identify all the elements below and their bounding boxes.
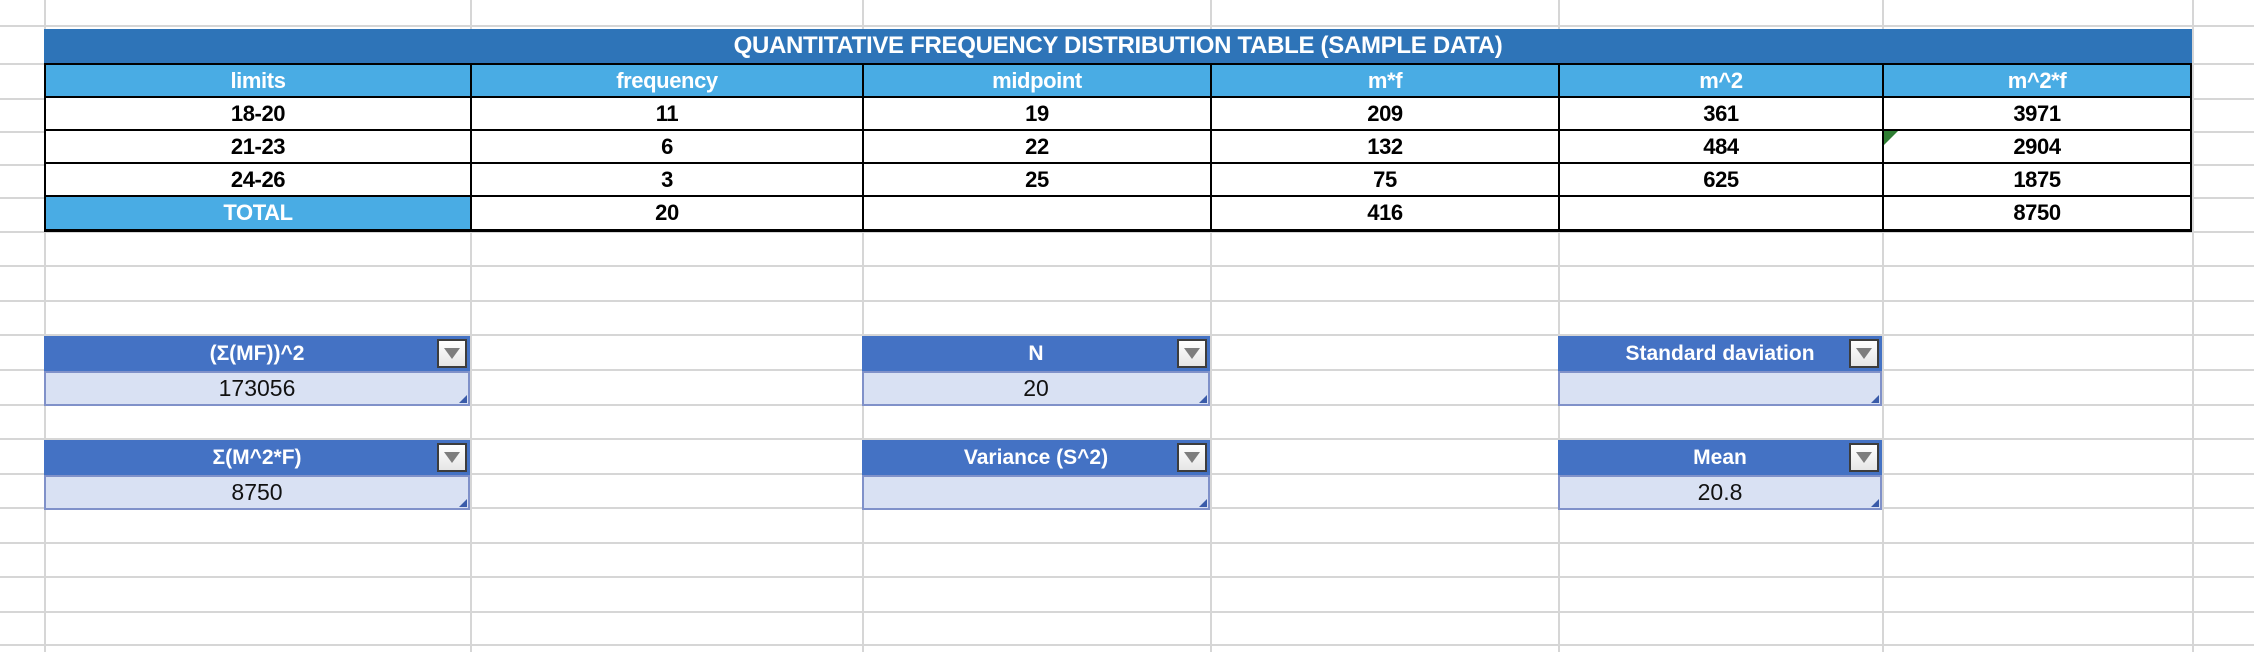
gridline-vertical bbox=[44, 0, 46, 652]
dropdown-arrow-icon bbox=[1856, 452, 1872, 463]
stat-label: Variance (S^2) bbox=[963, 445, 1109, 469]
stat-label: Standard daviation bbox=[1625, 341, 1815, 365]
dropdown-arrow-icon bbox=[1184, 348, 1200, 359]
cell-corner-marker bbox=[1871, 499, 1879, 507]
gridline-horizontal bbox=[0, 542, 2254, 544]
gridline-vertical bbox=[2192, 0, 2194, 652]
stat-value: 8750 bbox=[231, 479, 283, 505]
column-header-mf[interactable]: m*f bbox=[1212, 65, 1560, 98]
stat-value: 20.8 bbox=[1697, 479, 1743, 505]
dropdown-arrow-icon bbox=[444, 452, 460, 463]
stat-header: (Σ(MF))^2 bbox=[44, 336, 470, 371]
stat-value-cell[interactable]: 20.8 bbox=[1558, 475, 1882, 510]
table-cell[interactable] bbox=[864, 197, 1212, 229]
stat-box-sum-mf-squared: (Σ(MF))^2 173056 bbox=[44, 336, 470, 406]
table-cell[interactable] bbox=[1560, 197, 1884, 229]
table-cell[interactable]: 6 bbox=[472, 131, 864, 164]
column-header-midpoint[interactable]: midpoint bbox=[864, 65, 1212, 98]
frequency-distribution-table: QUANTITATIVE FREQUENCY DISTRIBUTION TABL… bbox=[44, 29, 2192, 232]
table-cell[interactable]: 11 bbox=[472, 98, 864, 131]
stat-box-n: N 20 bbox=[862, 336, 1210, 406]
table-cell[interactable]: 132 bbox=[1212, 131, 1560, 164]
stat-value-cell[interactable] bbox=[862, 475, 1210, 510]
cell-corner-marker bbox=[1199, 499, 1207, 507]
table-cell[interactable]: 209 bbox=[1212, 98, 1560, 131]
gridline-vertical bbox=[862, 0, 864, 652]
gridline-horizontal bbox=[0, 231, 2254, 233]
gridline-horizontal bbox=[0, 300, 2254, 302]
gridline-vertical bbox=[1882, 0, 1884, 652]
stat-label: N bbox=[1028, 341, 1044, 365]
table-cell-value: 2904 bbox=[2013, 133, 2061, 159]
stat-label: Σ(M^2*F) bbox=[212, 445, 302, 469]
green-error-triangle-icon bbox=[1884, 131, 1898, 145]
dropdown-arrow-icon bbox=[444, 348, 460, 359]
dropdown-button[interactable] bbox=[1849, 339, 1879, 368]
gridline-horizontal bbox=[0, 644, 2254, 646]
cell-corner-marker bbox=[1871, 395, 1879, 403]
table-cell[interactable]: 22 bbox=[864, 131, 1212, 164]
stat-header: Variance (S^2) bbox=[862, 440, 1210, 475]
dropdown-button[interactable] bbox=[1177, 339, 1207, 368]
table-cell[interactable]: 3 bbox=[472, 164, 864, 197]
gridline-horizontal bbox=[0, 25, 2254, 27]
gridline-vertical bbox=[1210, 0, 1212, 652]
table-title: QUANTITATIVE FREQUENCY DISTRIBUTION TABL… bbox=[44, 29, 2192, 63]
dropdown-button[interactable] bbox=[437, 339, 467, 368]
stat-value-cell[interactable]: 173056 bbox=[44, 371, 470, 406]
cell-corner-marker bbox=[1199, 395, 1207, 403]
gridline-horizontal bbox=[0, 611, 2254, 613]
table-cell[interactable]: 1875 bbox=[1884, 164, 2190, 197]
dropdown-button[interactable] bbox=[437, 443, 467, 472]
column-header-frequency[interactable]: frequency bbox=[472, 65, 864, 98]
stat-value: 173056 bbox=[218, 375, 296, 401]
stat-box-standard-deviation: Standard daviation bbox=[1558, 336, 1882, 406]
dropdown-arrow-icon bbox=[1856, 348, 1872, 359]
table-cell[interactable]: 484 bbox=[1560, 131, 1884, 164]
stat-header: Mean bbox=[1558, 440, 1882, 475]
table-cell[interactable]: 20 bbox=[472, 197, 864, 229]
table-cell[interactable]: 416 bbox=[1212, 197, 1560, 229]
stat-header: Standard daviation bbox=[1558, 336, 1882, 371]
gridline-horizontal bbox=[0, 334, 2254, 336]
stat-label: (Σ(MF))^2 bbox=[209, 341, 305, 365]
stat-value-cell[interactable] bbox=[1558, 371, 1882, 406]
table-cell-total-label[interactable]: TOTAL bbox=[46, 197, 472, 229]
table-cell[interactable]: 19 bbox=[864, 98, 1212, 131]
table-cell[interactable]: 625 bbox=[1560, 164, 1884, 197]
dropdown-button[interactable] bbox=[1177, 443, 1207, 472]
stat-box-variance: Variance (S^2) bbox=[862, 440, 1210, 510]
stat-value: 20 bbox=[1023, 375, 1049, 401]
table-cell[interactable]: 75 bbox=[1212, 164, 1560, 197]
table-cell-with-error[interactable]: 2904 bbox=[1884, 131, 2190, 164]
cell-corner-marker bbox=[459, 499, 467, 507]
stat-label: Mean bbox=[1693, 445, 1747, 469]
stat-header: N bbox=[862, 336, 1210, 371]
column-header-limits[interactable]: limits bbox=[46, 65, 472, 98]
gridline-vertical bbox=[1558, 0, 1560, 652]
table-cell[interactable]: 3971 bbox=[1884, 98, 2190, 131]
dropdown-button[interactable] bbox=[1849, 443, 1879, 472]
cell-corner-marker bbox=[459, 395, 467, 403]
table-cell[interactable]: 25 bbox=[864, 164, 1212, 197]
gridline-horizontal bbox=[0, 265, 2254, 267]
table-cell[interactable]: 8750 bbox=[1884, 197, 2190, 229]
gridline-horizontal bbox=[0, 438, 2254, 440]
table-cell[interactable]: 18-20 bbox=[46, 98, 472, 131]
stat-box-sum-m2f: Σ(M^2*F) 8750 bbox=[44, 440, 470, 510]
table-cell[interactable]: 21-23 bbox=[46, 131, 472, 164]
gridline-vertical bbox=[470, 0, 472, 652]
stat-box-mean: Mean 20.8 bbox=[1558, 440, 1882, 510]
stat-value-cell[interactable]: 8750 bbox=[44, 475, 470, 510]
column-header-m2f[interactable]: m^2*f bbox=[1884, 65, 2190, 98]
gridline-horizontal bbox=[0, 576, 2254, 578]
stat-value-cell[interactable]: 20 bbox=[862, 371, 1210, 406]
column-header-m2[interactable]: m^2 bbox=[1560, 65, 1884, 98]
table-cell[interactable]: 24-26 bbox=[46, 164, 472, 197]
table-cell[interactable]: 361 bbox=[1560, 98, 1884, 131]
table-grid: limits frequency midpoint m*f m^2 m^2*f … bbox=[44, 63, 2192, 232]
dropdown-arrow-icon bbox=[1184, 452, 1200, 463]
stat-header: Σ(M^2*F) bbox=[44, 440, 470, 475]
